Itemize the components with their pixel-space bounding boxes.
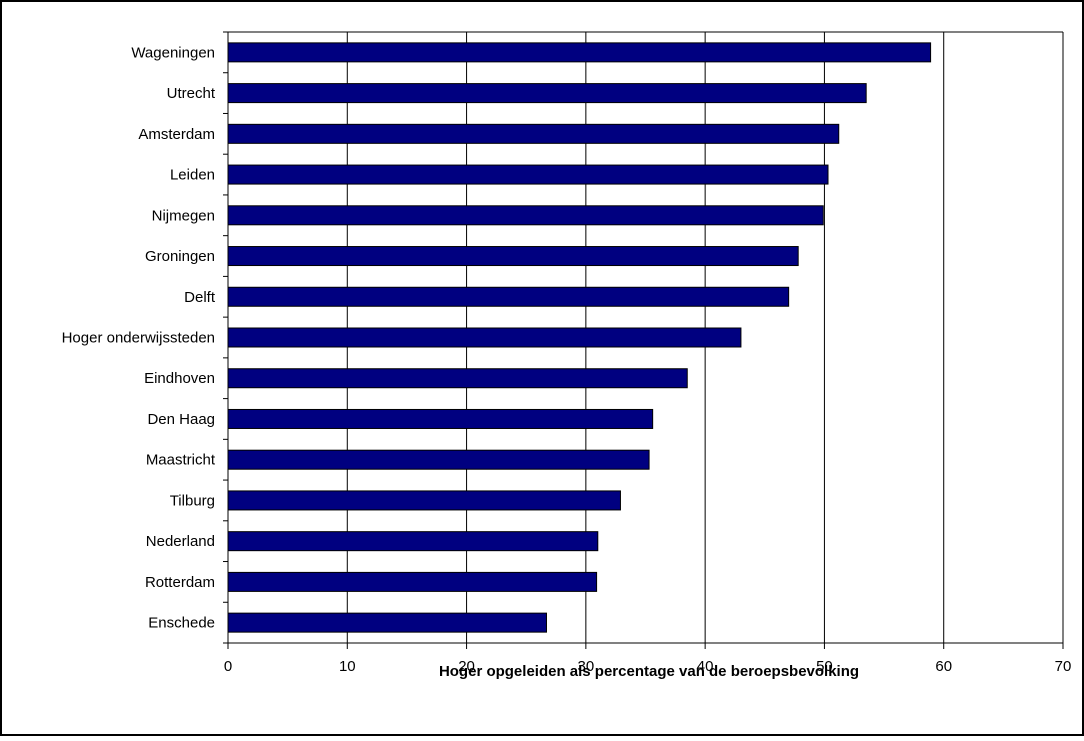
bar-utrecht [227,83,867,104]
category-label: Wageningen [131,44,215,61]
bar-tilburg [227,490,621,511]
x-tick-label: 10 [339,658,356,675]
bar-groningen [227,246,799,267]
bar-maastricht [227,449,650,470]
x-axis-title: Hoger opgeleiden als percentage van de b… [439,663,859,680]
bar-enschede [227,612,547,633]
category-label: Amsterdam [138,126,215,143]
bar-leiden [227,164,829,185]
x-tick-label: 70 [1055,658,1072,675]
category-label: Den Haag [147,411,215,428]
category-label: Rotterdam [145,574,215,591]
category-label: Tilburg [170,492,215,509]
x-tick-label: 30 [578,658,595,675]
category-label: Groningen [145,248,215,265]
bar-rotterdam [227,571,598,592]
bar-nijmegen [227,205,824,226]
category-label: Maastricht [146,452,216,469]
category-label: Enschede [148,615,215,632]
bar-eindhoven [227,368,688,389]
x-tick-label: 40 [697,658,714,675]
bar-den-haag [227,408,654,429]
category-label: Leiden [170,167,215,184]
category-label: Nijmegen [152,207,215,224]
x-tick-label: 50 [816,658,833,675]
category-label: Nederland [146,533,215,550]
x-tick-label: 20 [458,658,475,675]
bars [227,42,932,633]
bar-delft [227,286,790,307]
x-tick-label: 0 [224,658,232,675]
category-label: Utrecht [167,85,216,102]
bar-amsterdam [227,123,840,144]
category-label: Eindhoven [144,370,215,387]
x-tick-label: 60 [935,658,952,675]
bar-nederland [227,531,599,552]
bar-hoger-onderwijssteden [227,327,742,348]
bar-wageningen [227,42,932,63]
category-label: Delft [184,289,216,306]
axes [223,31,1064,649]
x-tick-labels: 0 10 20 30 40 50 60 70 [224,658,1072,675]
category-label: Hoger onderwijssteden [62,330,215,347]
category-labels: Wageningen Utrecht Amsterdam Leiden Nijmegen… [62,44,216,631]
